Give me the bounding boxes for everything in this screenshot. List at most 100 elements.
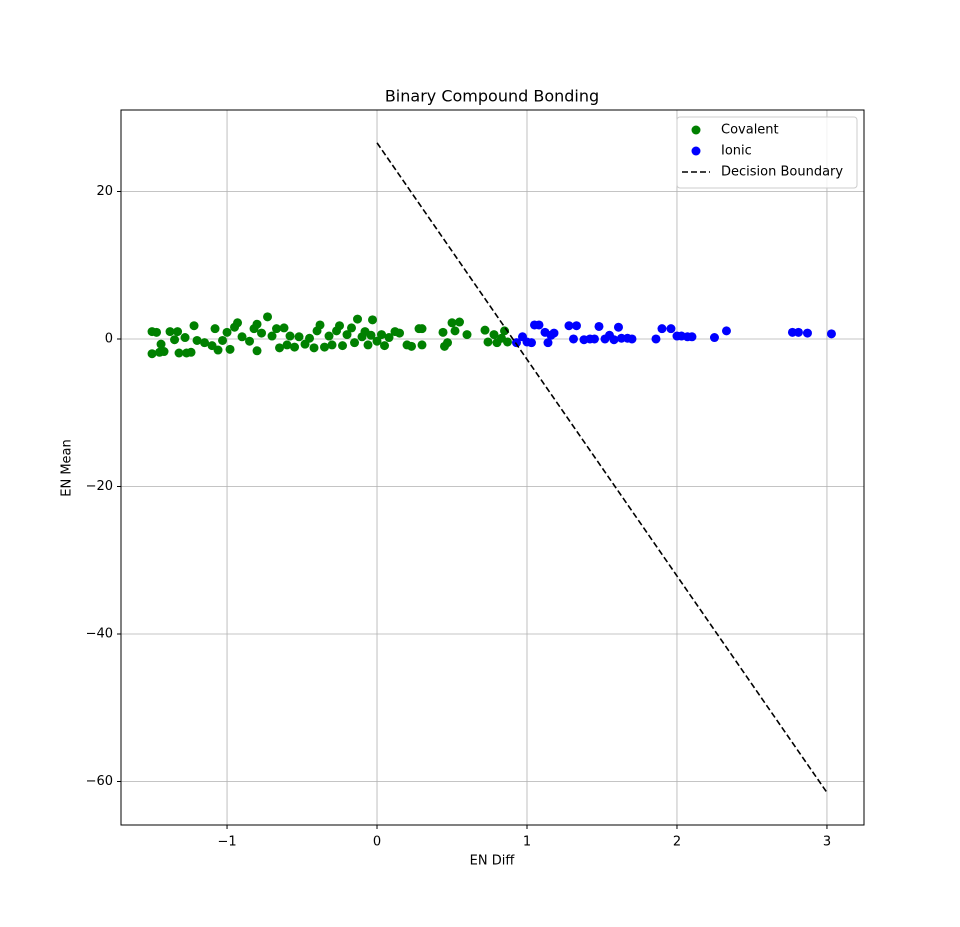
scatter-point [462, 330, 472, 340]
y-tick-label: −40 [86, 626, 113, 641]
scatter-point [687, 332, 697, 342]
scatter-point [347, 323, 357, 333]
scatter-point [438, 327, 448, 337]
scatter-point [156, 339, 166, 349]
scatter-point [802, 328, 812, 338]
scatter-point [543, 338, 553, 348]
scatter-point [170, 335, 180, 345]
scatter-point [589, 334, 599, 344]
scatter-point [651, 334, 661, 344]
scatter-point [315, 320, 325, 330]
scatter-point [192, 335, 202, 345]
scatter-point [252, 346, 262, 356]
y-tick-label: −60 [86, 774, 113, 789]
scatter-point [350, 338, 360, 348]
x-tick-label: 1 [523, 835, 531, 850]
scatter-point [327, 340, 337, 350]
scatter-point [368, 315, 378, 325]
scatter-point [342, 330, 352, 340]
scatter-point [305, 333, 315, 343]
scatter-point [571, 321, 581, 331]
scatter-point [285, 331, 295, 341]
scatter-point [222, 327, 232, 337]
legend-marker [691, 125, 701, 135]
scatter-point [210, 324, 220, 334]
legend-label: Decision Boundary [721, 165, 843, 180]
scatter-point [502, 337, 512, 347]
scatter-point [309, 343, 319, 353]
scatter-point [721, 326, 731, 336]
scatter-point [152, 327, 162, 337]
scatter-point [450, 326, 460, 336]
scatter-point [407, 341, 417, 351]
scatter-point [173, 327, 183, 337]
legend-marker [691, 146, 701, 156]
legend-label: Covalent [721, 123, 779, 138]
scatter-point [338, 341, 348, 351]
scatter-point [189, 321, 199, 331]
scatter-point [443, 338, 453, 348]
scatter-point [489, 330, 499, 340]
scatter-point [200, 338, 210, 348]
scatter-point [377, 330, 387, 340]
x-tick-label: 3 [823, 835, 831, 850]
scatter-point [480, 325, 490, 335]
scatter-point [564, 321, 574, 331]
scatter-point [511, 338, 521, 348]
x-tick-label: 0 [373, 835, 381, 850]
scatter-point [294, 332, 304, 342]
scatter-point [366, 330, 376, 340]
scatter-point [380, 341, 390, 351]
scatter-point [282, 340, 292, 350]
plot-frame [120, 109, 865, 826]
scatter-point [363, 340, 373, 350]
scatter-point [384, 333, 394, 343]
scatter-point [245, 336, 255, 346]
scatter-point [353, 314, 363, 324]
scatter-point [165, 327, 175, 337]
scatter-point [594, 321, 604, 331]
scatter-point [186, 347, 196, 357]
legend-box [676, 116, 858, 189]
scatter-point [320, 342, 330, 352]
scatter-point [252, 319, 262, 329]
scatter-point [483, 337, 493, 347]
scatter-point [257, 328, 267, 338]
x-axis-label: EN Diff [470, 854, 516, 869]
scatter-point [395, 328, 405, 338]
scatter-point [609, 335, 619, 345]
y-tick-label: −20 [86, 479, 113, 494]
legend-label: Ionic [721, 144, 752, 159]
scatter-point [180, 333, 190, 343]
x-tick-label: 2 [673, 835, 681, 850]
scatter-point [335, 321, 345, 331]
scatter-point [174, 348, 184, 358]
legend: Covalent Ionic Decision Boundary [676, 116, 858, 189]
scatter-point [147, 349, 157, 359]
scatter-point [225, 344, 235, 354]
scatter-point [499, 326, 509, 336]
scatter-point [275, 343, 285, 353]
scatter-point [218, 335, 228, 345]
scatter-point [263, 312, 273, 322]
scatter-point [267, 331, 277, 341]
scatter-point [417, 340, 427, 350]
scatter-point [417, 324, 427, 334]
y-tick-label: 0 [105, 331, 113, 346]
scatter-point [233, 318, 243, 328]
scatter-point [372, 336, 382, 346]
scatter-point [568, 334, 578, 344]
scatter-point [447, 318, 457, 328]
scatter-point [826, 329, 836, 339]
scatter-point [272, 324, 282, 334]
scatter-point [237, 332, 247, 342]
chart-title: Binary Compound Bonding [385, 87, 599, 106]
scatter-point [613, 322, 623, 332]
y-axis-label: EN Mean [60, 439, 75, 497]
y-tick-label: 20 [96, 184, 113, 199]
boundary-line [376, 142, 828, 794]
scatter-point [324, 331, 334, 341]
scatter-point [657, 324, 667, 334]
scatter-point [455, 317, 465, 327]
